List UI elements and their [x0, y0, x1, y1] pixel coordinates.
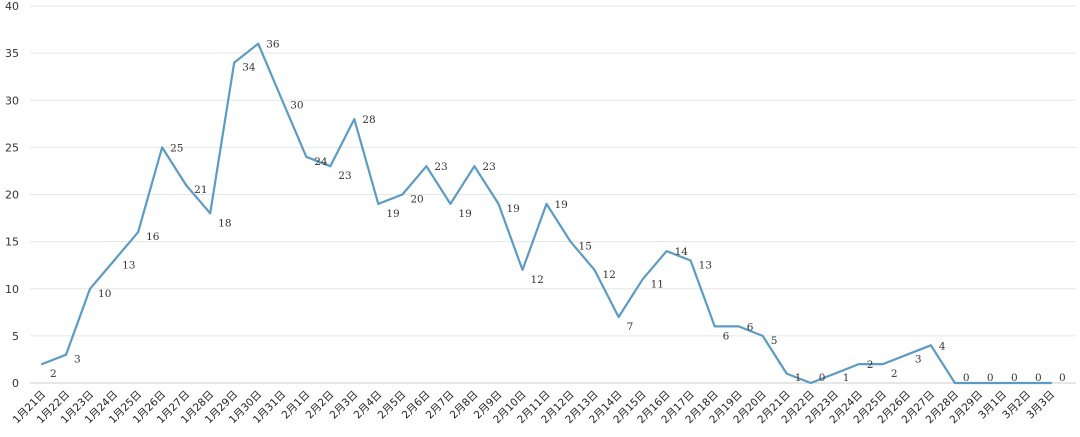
series-line — [40, 42, 1053, 385]
data-label: 13 — [699, 259, 712, 271]
data-label: 11 — [651, 278, 664, 290]
y-axis-ticks: 0 5 10 15 20 25 30 35 40 — [5, 0, 19, 390]
data-label: 19 — [386, 208, 399, 220]
data-label: 0 — [1011, 372, 1018, 384]
data-label: 6 — [747, 321, 754, 333]
data-label: 6 — [723, 330, 730, 342]
data-label: 19 — [506, 203, 519, 215]
data-label: 36 — [266, 39, 280, 51]
data-label: 4 — [939, 340, 946, 352]
data-label: 24 — [314, 156, 328, 168]
data-label: 2 — [867, 359, 874, 371]
data-label: 10 — [98, 288, 111, 300]
data-label: 18 — [218, 217, 231, 229]
data-label: 13 — [122, 259, 135, 271]
series-line-group — [40, 42, 1053, 385]
data-label: 0 — [1059, 372, 1066, 384]
data-label: 0 — [963, 372, 970, 384]
y-tick-label: 30 — [5, 94, 19, 107]
data-label: 34 — [242, 62, 256, 74]
y-tick-label: 5 — [12, 330, 19, 343]
y-tick-label: 15 — [5, 236, 19, 249]
data-label: 14 — [675, 246, 689, 258]
data-label: 3 — [915, 354, 922, 366]
data-label: 7 — [627, 321, 634, 333]
grid-lines — [30, 5, 1076, 384]
data-label: 20 — [410, 194, 423, 206]
y-tick-label: 20 — [5, 189, 19, 202]
data-label: 1 — [843, 372, 850, 384]
x-axis-ticks: 1月21日1月22日1月23日1月24日1月25日1月26日1月27日1月28日… — [11, 389, 1058, 427]
data-label: 1 — [795, 372, 802, 384]
data-label: 0 — [819, 372, 826, 384]
y-tick-label: 35 — [5, 47, 19, 60]
data-label: 12 — [530, 274, 543, 286]
y-tick-label: 25 — [5, 141, 19, 154]
data-label: 0 — [987, 372, 994, 384]
data-label: 21 — [194, 184, 207, 196]
data-label: 3 — [74, 354, 81, 366]
data-label: 19 — [555, 199, 568, 211]
data-label: 2 — [891, 368, 898, 380]
data-label: 12 — [603, 269, 616, 281]
y-tick-label: 0 — [12, 377, 19, 390]
data-label: 23 — [338, 170, 351, 182]
data-labels: 2310131625211834363024232819202319231912… — [50, 39, 1066, 384]
data-label: 23 — [482, 161, 495, 173]
data-label: 30 — [290, 99, 303, 111]
y-tick-label: 40 — [5, 0, 19, 13]
data-label: 25 — [170, 142, 183, 154]
data-label: 19 — [458, 208, 471, 220]
y-tick-label: 10 — [5, 283, 19, 296]
data-label: 0 — [1035, 372, 1042, 384]
data-label: 16 — [146, 231, 160, 243]
data-label: 5 — [771, 335, 778, 347]
data-label: 15 — [579, 241, 592, 253]
data-label: 2 — [50, 368, 57, 380]
data-label: 28 — [362, 114, 375, 126]
data-label: 23 — [434, 161, 447, 173]
